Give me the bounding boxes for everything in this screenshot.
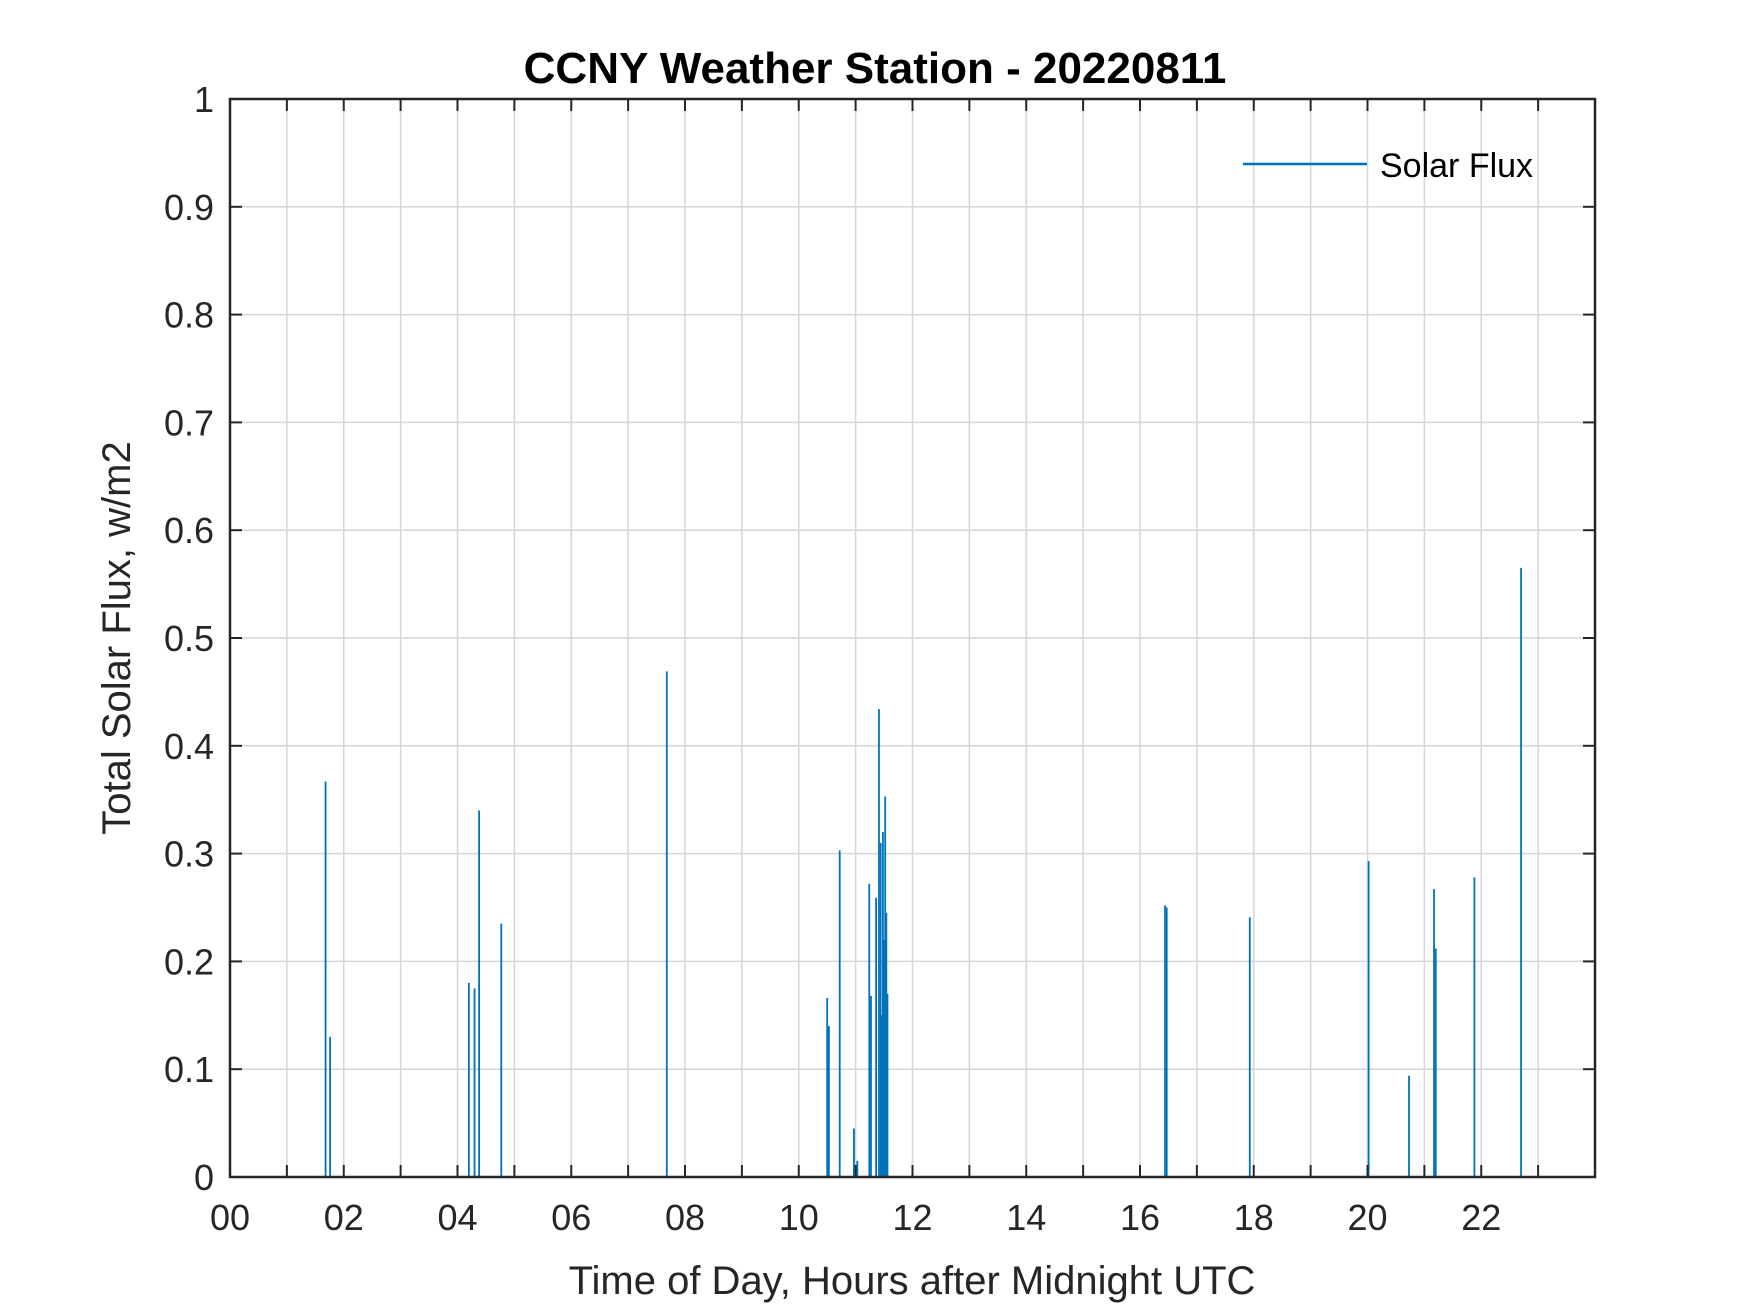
y-tick-label: 0 (194, 1157, 214, 1198)
y-tick-labels: 0 0.1 0.2 0.3 0.4 0.5 0.6 0.7 0.8 0.9 1 (164, 79, 214, 1198)
chart-title: CCNY Weather Station - 20220811 (524, 44, 1227, 93)
x-tick-label: 16 (1120, 1197, 1160, 1238)
y-tick-label: 0.7 (164, 402, 214, 443)
y-tick-label: 0.3 (164, 834, 214, 875)
x-tick-label: 10 (779, 1197, 819, 1238)
y-tick-label: 0.2 (164, 941, 214, 982)
y-tick-label: 0.9 (164, 187, 214, 228)
x-tick-label: 20 (1347, 1197, 1387, 1238)
y-tick-label: 0.6 (164, 510, 214, 551)
x-tick-label: 02 (324, 1197, 364, 1238)
x-axis-label: Time of Day, Hours after Midnight UTC (569, 1259, 1256, 1303)
legend: Solar Flux (1243, 147, 1533, 185)
y-tick-label: 0.8 (164, 295, 214, 336)
y-axis-label: Total Solar Flux, w/m2 (95, 441, 139, 834)
x-tick-label: 22 (1461, 1197, 1501, 1238)
x-tick-label: 06 (551, 1197, 591, 1238)
x-tick-labels: 00 02 04 06 08 10 12 14 16 18 20 22 (210, 1197, 1501, 1238)
series-solar-flux (324, 567, 1522, 1177)
y-tick-label: 1 (194, 79, 214, 120)
legend-label-solar-flux: Solar Flux (1380, 147, 1533, 185)
y-tick-label: 0.1 (164, 1049, 214, 1090)
x-tick-label: 08 (665, 1197, 705, 1238)
x-tick-label: 14 (1006, 1197, 1046, 1238)
axes (228, 97, 1597, 1179)
x-tick-label: 12 (892, 1197, 932, 1238)
x-tick-label: 18 (1234, 1197, 1274, 1238)
y-tick-label: 0.4 (164, 726, 214, 767)
x-tick-label: 00 (210, 1197, 250, 1238)
x-tick-label: 04 (437, 1197, 477, 1238)
y-tick-label: 0.5 (164, 618, 214, 659)
grid-lines (229, 98, 1595, 1178)
